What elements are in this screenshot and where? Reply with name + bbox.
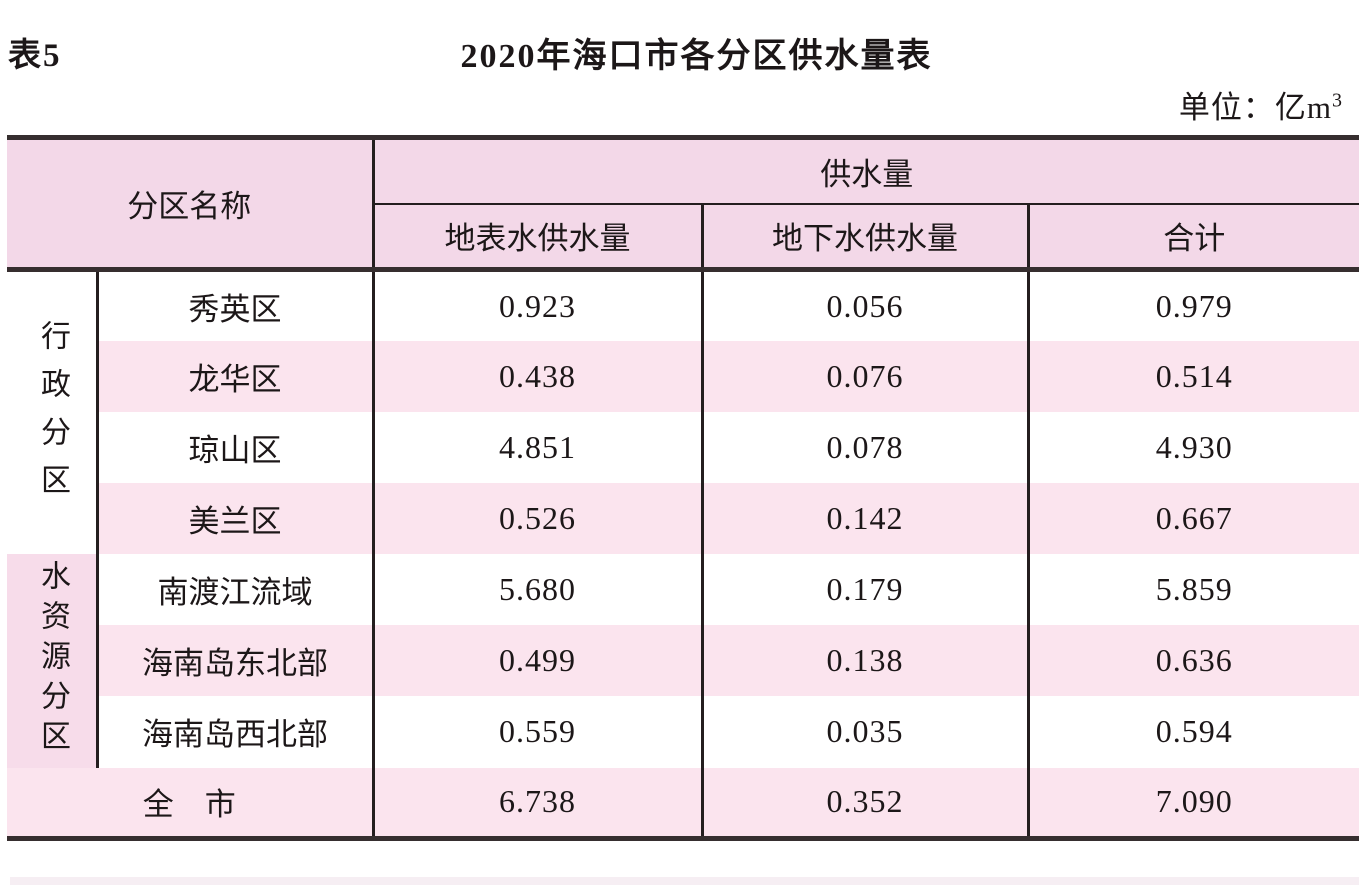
header-total: 合计: [1026, 203, 1359, 270]
ground-value: 0.078: [700, 411, 1028, 483]
total-row: 全 市 6.738 0.352 7.090: [7, 767, 1359, 839]
header-ground: 地下水供水量: [700, 203, 1028, 270]
row-name: 海南岛西北部: [95, 696, 373, 768]
unit-exponent: 3: [1332, 89, 1343, 112]
table-header: 分区名称 供水量 地表水供水量 地下水供水量 合计: [7, 137, 1359, 270]
row-name: 秀英区: [95, 269, 373, 341]
total-value: 0.979: [1026, 269, 1359, 341]
ground-value: 0.352: [700, 767, 1028, 839]
group-label-water: 水资源分区: [7, 553, 97, 768]
total-value: 0.594: [1026, 696, 1359, 768]
table-number-label: 表5: [8, 38, 62, 74]
row-name: 美兰区: [95, 482, 373, 554]
surface-value: 0.526: [371, 482, 702, 554]
total-value: 4.930: [1026, 411, 1359, 483]
table-row: 龙华区 0.438 0.076 0.514: [7, 340, 1359, 412]
table-title: 2020年海口市各分区供水量表: [460, 38, 933, 75]
surface-value: 4.851: [371, 411, 702, 483]
table-body: 行政分区 秀英区 0.923 0.056 0.979 龙华区 0.438 0.0…: [7, 269, 1359, 839]
surface-value: 0.438: [371, 340, 702, 412]
header-row-1: 分区名称 供水量: [7, 137, 1359, 270]
header-surface: 地表水供水量: [371, 203, 702, 270]
unit-note: 单位：亿m3: [1179, 82, 1343, 127]
total-value: 5.859: [1026, 553, 1359, 625]
group-label-admin-text: 行政分区: [36, 319, 69, 512]
table-row: 海南岛西北部 0.559 0.035 0.594: [7, 696, 1359, 768]
next-section-band: [10, 877, 1359, 885]
total-value: 0.514: [1026, 340, 1359, 412]
row-name: 海南岛东北部: [95, 624, 373, 697]
surface-value: 6.738: [371, 767, 702, 839]
header-row-2: 地表水供水量 地下水供水量 合计: [7, 203, 1359, 270]
ground-value: 0.138: [700, 624, 1028, 697]
surface-value: 0.923: [371, 269, 702, 341]
group-label-admin: 行政分区: [7, 269, 97, 554]
total-value: 0.636: [1026, 624, 1359, 697]
group-label-water-text: 水资源分区: [36, 559, 69, 760]
surface-value: 0.559: [371, 696, 702, 768]
surface-value: 0.499: [371, 624, 702, 697]
total-value: 0.667: [1026, 482, 1359, 554]
table-row: 琼山区 4.851 0.078 4.930: [7, 411, 1359, 483]
unit-text: 单位：亿m: [1178, 90, 1332, 125]
row-name: 龙华区: [95, 340, 373, 412]
table-row: 行政分区 秀英区 0.923 0.056 0.979: [7, 269, 1359, 554]
ground-value: 0.056: [700, 269, 1028, 341]
header-supply: 供水量: [371, 137, 1359, 205]
table-row: 海南岛东北部 0.499 0.138 0.636: [7, 624, 1359, 697]
total-value: 7.090: [1026, 767, 1359, 839]
ground-value: 0.035: [700, 696, 1028, 768]
ground-value: 0.076: [700, 340, 1028, 412]
total-row-name: 全 市: [7, 767, 373, 839]
row-name: 琼山区: [95, 411, 373, 483]
ground-value: 0.179: [700, 553, 1028, 625]
table-row: 美兰区 0.526 0.142 0.667: [7, 482, 1359, 554]
row-name: 南渡江流域: [95, 553, 373, 625]
ground-value: 0.142: [700, 482, 1028, 554]
header-region-name: 分区名称: [7, 137, 373, 270]
surface-value: 5.680: [371, 553, 702, 625]
table-row: 水资源分区 南渡江流域 5.680 0.179 5.859: [7, 553, 1359, 768]
water-supply-table: 分区名称 供水量 地表水供水量 地下水供水量 合计 行政分区 秀英区 0.923…: [7, 135, 1359, 841]
